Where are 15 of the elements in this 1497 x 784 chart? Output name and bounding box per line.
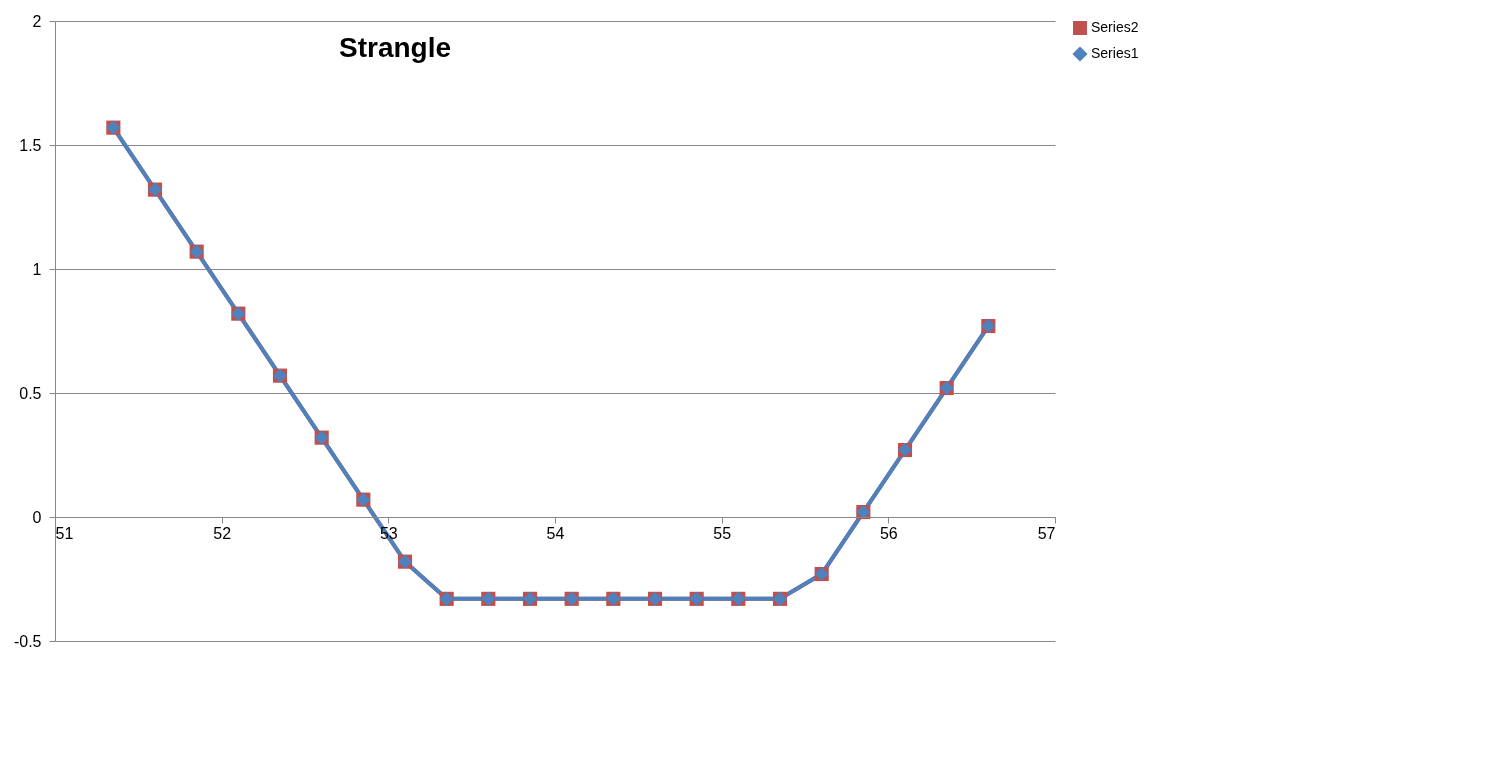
x-tick-label: 51 (55, 524, 74, 542)
x-tick-label: 55 (713, 524, 732, 542)
y-tick-label: 1.5 (19, 136, 42, 154)
chart-title: Strangle (338, 32, 452, 63)
y-tick-label: 2 (32, 12, 42, 30)
y-tick-label: 0 (32, 508, 42, 526)
x-tick-label: 56 (879, 524, 898, 542)
y-tick-label: 0.5 (19, 384, 42, 402)
x-tick-label: 57 (1037, 524, 1056, 542)
legend-label: Series2 (1091, 19, 1139, 35)
y-tick-label: -0.5 (13, 632, 42, 650)
x-tick-label: 52 (213, 524, 232, 542)
legend-label: Series1 (1091, 45, 1139, 61)
y-tick-label: 1 (32, 260, 42, 278)
x-tick-label: 54 (546, 524, 565, 542)
